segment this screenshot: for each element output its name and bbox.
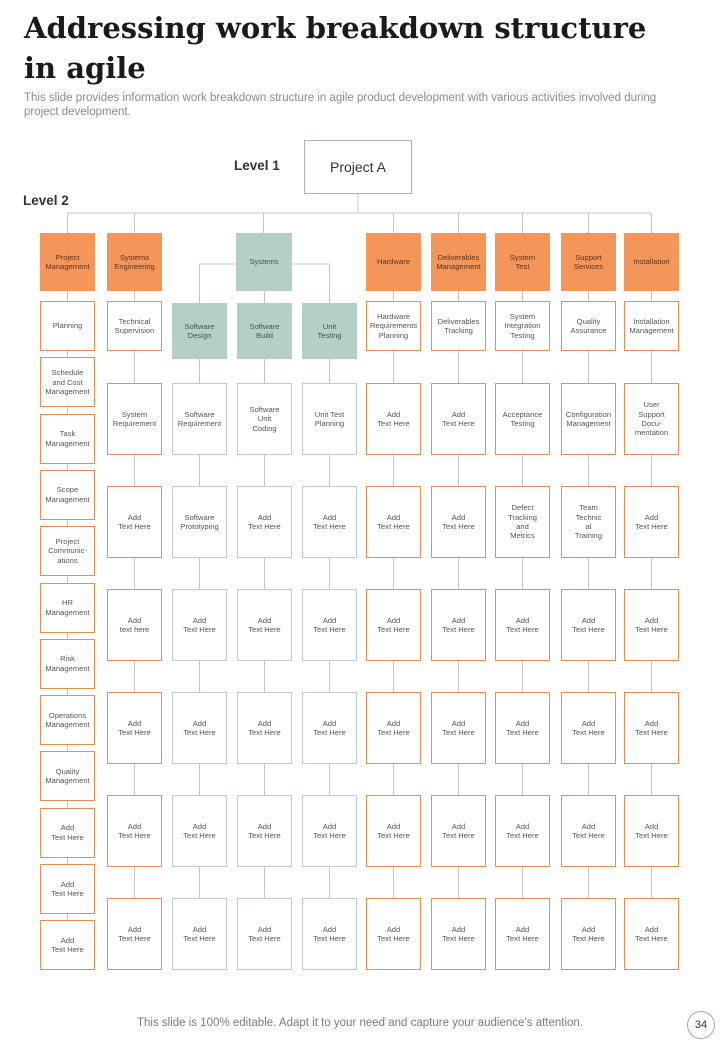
node-system-test-item: Add Text Here: [495, 692, 550, 764]
node-deliverables-management-item: Deliverables Tracking: [431, 301, 486, 351]
node-software-build-item: Add Text Here: [237, 589, 292, 661]
node-support-services: Support Services: [561, 233, 616, 291]
node-systems-engineering-item: Add Text Here: [107, 692, 162, 764]
node-installation-item: Add Text Here: [624, 589, 679, 661]
node-software-design-item: Add Text Here: [172, 898, 227, 970]
node-system-test-item: Add Text Here: [495, 795, 550, 867]
node-systems-engineering-item: Add Text Here: [107, 898, 162, 970]
node-system-test-item: Acceptance Testing: [495, 383, 550, 455]
node-hardware-item: Add Text Here: [366, 795, 421, 867]
node-system-test-item: Add Text Here: [495, 898, 550, 970]
node-deliverables-management-item: Add Text Here: [431, 898, 486, 970]
node-deliverables-management-item: Add Text Here: [431, 795, 486, 867]
node-project-management-item: HR Management: [40, 582, 95, 633]
node-installation-item: Add Text Here: [624, 486, 679, 558]
node-installation-item: User Support Docu- mentation: [624, 383, 679, 455]
node-software-build: Software Build: [237, 303, 292, 359]
node-systems-engineering-item: Technical Supervision: [107, 301, 162, 351]
level-1-label: Level 1: [234, 158, 280, 173]
node-unit-testing-item: Add Text Here: [302, 795, 357, 867]
node-hardware-item: Add Text Here: [366, 383, 421, 455]
page-title: Addressing work breakdown structure in a…: [24, 11, 647, 85]
node-project-management-item: Task Management: [40, 413, 95, 464]
node-software-design-item: Software Prototyping: [172, 486, 227, 558]
node-hardware-item: Add Text Here: [366, 486, 421, 558]
node-system-test-item: Add Text Here: [495, 589, 550, 661]
node-hardware-item: Add Text Here: [366, 898, 421, 970]
node-software-design-item: Software Requirement: [172, 383, 227, 455]
node-unit-testing-item: Unit Test Planning: [302, 383, 357, 455]
node-installation-item: Add Text Here: [624, 692, 679, 764]
node-software-build-item: Add Text Here: [237, 795, 292, 867]
node-support-services-item: Team Technic al Training: [561, 486, 616, 558]
node-software-build-item: Software Unit Coding: [237, 383, 292, 455]
footer-note: This slide is 100% editable. Adapt it to…: [136, 1017, 584, 1029]
node-hardware-item: Add Text Here: [366, 692, 421, 764]
node-project-management-item: Project Communic- ations: [40, 526, 95, 577]
node-project-management-item: Quality Management: [40, 751, 95, 802]
node-support-services-item: Add Text Here: [561, 692, 616, 764]
node-deliverables-management-item: Add Text Here: [431, 486, 486, 558]
node-unit-testing: Unit Testing: [302, 303, 357, 359]
node-support-services-item: Quality Assurance: [561, 301, 616, 351]
node-software-design: Software Design: [172, 303, 227, 359]
node-unit-testing-item: Add Text Here: [302, 692, 357, 764]
level-2-label: Level 2: [23, 193, 69, 208]
page-subtitle: This slide provides information work bre…: [24, 92, 657, 118]
node-unit-testing-item: Add Text Here: [302, 486, 357, 558]
node-project-management-item: Risk Management: [40, 638, 95, 689]
node-systems-engineering-item: System Requirement: [107, 383, 162, 455]
node-system-test: System Test: [495, 233, 550, 291]
node-installation-item: Add Text Here: [624, 898, 679, 970]
node-project-management: Project Management: [40, 233, 95, 291]
node-systems-engineering-item: Add Text Here: [107, 486, 162, 558]
node-support-services-item: Add Text Here: [561, 898, 616, 970]
node-system-test-item: System Integration Testing: [495, 301, 550, 351]
node-software-design-item: Add Text Here: [172, 692, 227, 764]
node-support-services-item: Configuration Management: [561, 383, 616, 455]
node-systems-engineering-item: Add text here: [107, 589, 162, 661]
node-project-management-item: Add Text Here: [40, 807, 95, 858]
node-project-management-item: Add Text Here: [40, 920, 95, 971]
node-installation: Installation: [624, 233, 679, 291]
node-support-services-item: Add Text Here: [561, 795, 616, 867]
node-systems: Systems: [236, 233, 292, 291]
node-unit-testing-item: Add Text Here: [302, 898, 357, 970]
node-software-build-item: Add Text Here: [237, 692, 292, 764]
node-hardware: Hardware: [366, 233, 421, 291]
node-project-management-item: Scope Management: [40, 469, 95, 520]
node-deliverables-management-item: Add Text Here: [431, 692, 486, 764]
node-project-management-item: Schedule and Cost Management: [40, 357, 95, 408]
node-project-management-item: Operations Management: [40, 695, 95, 746]
page-number: 34: [687, 1011, 715, 1039]
node-software-build-item: Add Text Here: [237, 486, 292, 558]
node-project-management-item: Add Text Here: [40, 864, 95, 914]
node-software-design-item: Add Text Here: [172, 795, 227, 867]
node-unit-testing-item: Add Text Here: [302, 589, 357, 661]
node-software-design-item: Add Text Here: [172, 589, 227, 661]
node-hardware-item: Hardware Requirements Planning: [366, 301, 421, 351]
node-installation-item: Installation Management: [624, 301, 679, 351]
node-hardware-item: Add Text Here: [366, 589, 421, 661]
node-software-build-item: Add Text Here: [237, 898, 292, 970]
node-deliverables-management-item: Add Text Here: [431, 383, 486, 455]
node-deliverables-management-item: Add Text Here: [431, 589, 486, 661]
node-support-services-item: Add Text Here: [561, 589, 616, 661]
node-systems-engineering: Systems Engineering: [107, 233, 162, 291]
node-system-test-item: Defect Tracking and Metrics: [495, 486, 550, 558]
node-project-management-item: Planning: [40, 301, 95, 351]
root-node-project-a: Project A: [304, 140, 412, 194]
node-systems-engineering-item: Add Text Here: [107, 795, 162, 867]
node-deliverables-management: Deliverables Management: [431, 233, 486, 291]
node-installation-item: Add Text Here: [624, 795, 679, 867]
